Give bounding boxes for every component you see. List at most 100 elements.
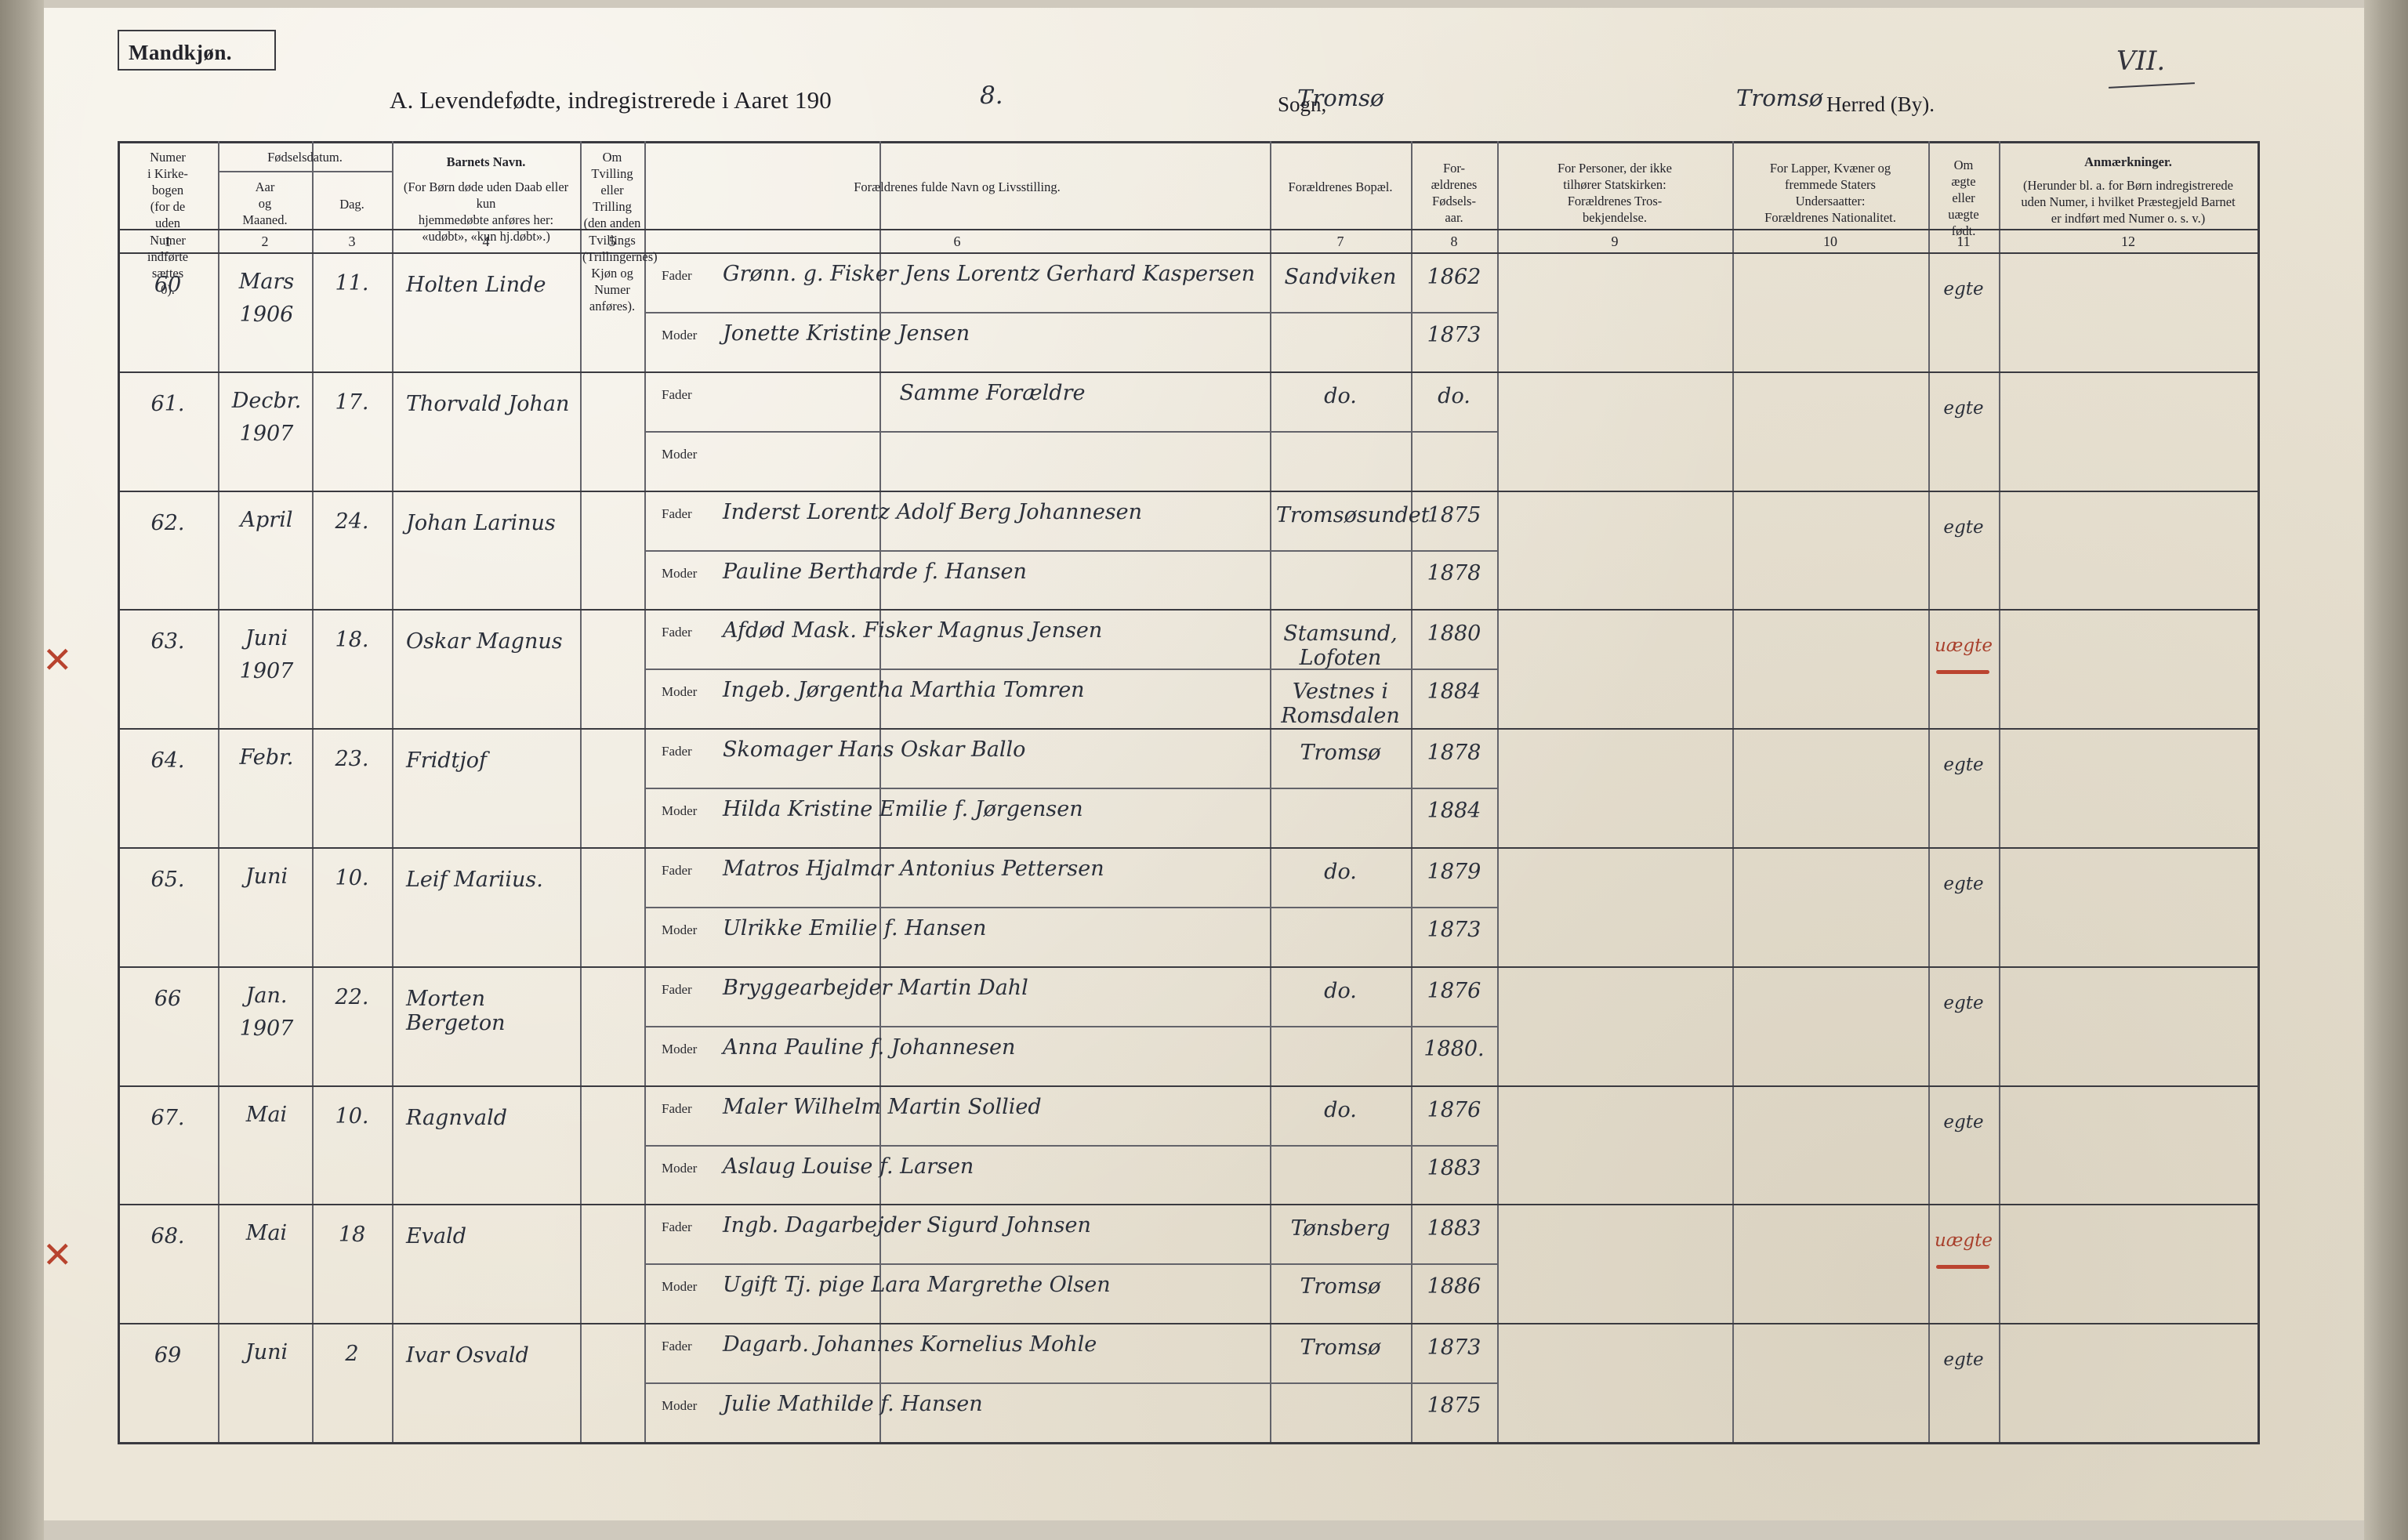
cell-mother-name-0: Jonette Kristine Jensen (723, 321, 970, 346)
table-top-border (118, 141, 2258, 143)
colhead-twin: Om Tvilling eller Trilling (den anden Tvill… (582, 150, 658, 313)
cell-year-0: 1906 (239, 303, 294, 327)
cell-mother-name-5: Ulrikke Emilie f. Hansen (723, 915, 987, 940)
row-cross-mark-8: ✕ (42, 1234, 73, 1277)
cell-day-0: 11. (335, 271, 369, 295)
cell-father-birthyear-9: 1873 (1427, 1335, 1481, 1361)
cell-father-birthyear-5: 1879 (1427, 860, 1481, 884)
label-mother-4: Moder (662, 803, 698, 819)
cell-child-name-7: Ragnvald (406, 1105, 507, 1130)
row-rule-1 (118, 371, 2258, 373)
cell-mother-name-4: Hilda Kristine Emilie f. Jørgensen (723, 797, 1083, 822)
column-number-3: 3 (348, 234, 356, 249)
cell-day-5: 10. (335, 866, 369, 890)
row-rule-6 (118, 966, 2258, 968)
cell-mother-name-6: Anna Pauline f. Johannesen (723, 1035, 1016, 1060)
cell-residence-7: do. (1324, 1097, 1357, 1122)
cell-legitimacy-6: egte (1943, 992, 1984, 1013)
cell-father-name-3: Afdød Mask. Fisker Magnus Jensen (723, 618, 1103, 643)
cell-father-name-2: Inderst Lorentz Adolf Berg Johannesen (723, 499, 1143, 524)
label-father-1: Fader (662, 386, 692, 402)
cell-mother-birthyear-3: 1884 (1427, 679, 1481, 705)
cell-mother-birthyear-6: 1880. (1423, 1036, 1485, 1061)
table-bottom-border (118, 1442, 2258, 1444)
page-left-edge (0, 0, 44, 1540)
col-rule-2 (312, 141, 314, 1442)
cell-month-8: Mai (245, 1221, 288, 1246)
parish-label: Sogn, (1278, 92, 1327, 116)
cell-day-9: 2 (345, 1342, 359, 1367)
cell-residence-0: Sandviken (1284, 265, 1397, 289)
cell-day-2: 24. (335, 509, 369, 534)
page-right-edge (2364, 0, 2408, 1540)
row-half-rule-7 (644, 1144, 1497, 1147)
cell-month-9: Juni (245, 1340, 288, 1365)
cell-month-4: Febr. (239, 745, 294, 770)
cell-number-3: 63. (150, 629, 185, 654)
row-half-rule-9 (644, 1382, 1497, 1385)
gender-box (118, 30, 276, 71)
label-father-9: Fader (662, 1339, 692, 1354)
row-half-rule-5 (644, 906, 1497, 908)
cell-mother-name-3: Ingeb. Jørgentha Marthia Tomren (723, 678, 1085, 703)
colhead-legitimacy: Om ægte eller uægte født. (1948, 158, 1979, 239)
cell-day-8: 18 (338, 1223, 366, 1248)
col-rule-1 (218, 141, 219, 1442)
cell-father-birthyear-6: 1876 (1427, 978, 1481, 1003)
cell-mother-name-7: Aslaug Louise f. Larsen (723, 1154, 974, 1179)
row-rule-7 (118, 1085, 2258, 1087)
colhead-day: Dag. (339, 197, 364, 212)
district-value: Tromsø (1736, 85, 1823, 111)
colhead-child-name: Barnets Navn. (446, 154, 526, 169)
row-rule-5 (118, 847, 2258, 849)
cell-father-birthyear-1: do. (1438, 383, 1471, 408)
cell-father-name-4: Skomager Hans Oskar Ballo (723, 737, 1026, 763)
cell-residence2-3: Vestnes i Romsdalen (1281, 679, 1400, 729)
cell-month-3: Juni (245, 626, 288, 651)
cell-year-1: 1907 (239, 421, 294, 446)
label-mother-5: Moder (662, 922, 698, 937)
cell-day-7: 10. (335, 1103, 369, 1129)
cell-legitimacy-1: egte (1943, 397, 1984, 419)
label-father-0: Fader (662, 268, 692, 283)
cell-number-0: 60 (154, 273, 182, 297)
row-half-rule-0 (644, 311, 1497, 313)
row-half-rule-4 (644, 788, 1497, 790)
colhead-nationality: For Lapper, Kvæner og fremmede Staters Und… (1764, 161, 1896, 226)
cell-mother-birthyear-5: 1873 (1427, 917, 1481, 942)
cell-mother-name-8: Ugift Tj. pige Lara Margrethe Olsen (723, 1273, 1111, 1298)
colhead-parents-name: Forældrenes fulde Navn og Livsstilling. (854, 179, 1061, 194)
legitimacy-underline-3 (1936, 670, 1989, 675)
label-father-4: Fader (662, 744, 692, 759)
column-number-4: 4 (482, 234, 490, 249)
label-mother-7: Moder (662, 1160, 698, 1176)
row-half-rule-8 (644, 1263, 1497, 1266)
cell-legitimacy-2: egte (1943, 516, 1984, 538)
cell-father-birthyear-8: 1883 (1427, 1216, 1481, 1241)
cell-father-birthyear-0: 1862 (1427, 265, 1481, 289)
column-number-8: 8 (1450, 234, 1458, 249)
cell-month-0: Mars (238, 270, 295, 294)
col-rule-4 (580, 141, 582, 1442)
label-father-5: Fader (662, 863, 692, 878)
cell-child-name-6: Morten Bergeton (406, 986, 506, 1035)
cell-father-name-6: Bryggearbejder Martin Dahl (723, 975, 1028, 1000)
cell-child-name-8: Evald (406, 1224, 466, 1249)
col-rule-5 (644, 141, 646, 1442)
row-rule-3 (118, 609, 2258, 611)
colhead-residence: Forældrenes Bopæl. (1288, 179, 1393, 194)
row-half-rule-3 (644, 669, 1497, 671)
cell-month-2: April (240, 507, 293, 532)
year-value: 8. (980, 82, 1003, 110)
cell-number-1: 61. (150, 391, 185, 416)
cell-residence-5: do. (1324, 860, 1357, 884)
colhead-remarks: Anmærkninger. (2084, 154, 2172, 169)
cell-mother-birthyear-4: 1884 (1427, 799, 1481, 824)
cell-father-name-7: Maler Wilhelm Martin Sollied (723, 1094, 1042, 1119)
cell-father-name-9: Dagarb. Johannes Kornelius Mohle (723, 1332, 1097, 1357)
row-rule-9 (118, 1323, 2258, 1325)
cell-legitimacy-0: egte (1943, 279, 1984, 299)
cell-mother-birthyear-2: 1878 (1427, 560, 1481, 585)
cell-residence-9: Tromsø (1300, 1335, 1381, 1361)
cell-child-name-4: Fridtjof (406, 748, 488, 774)
